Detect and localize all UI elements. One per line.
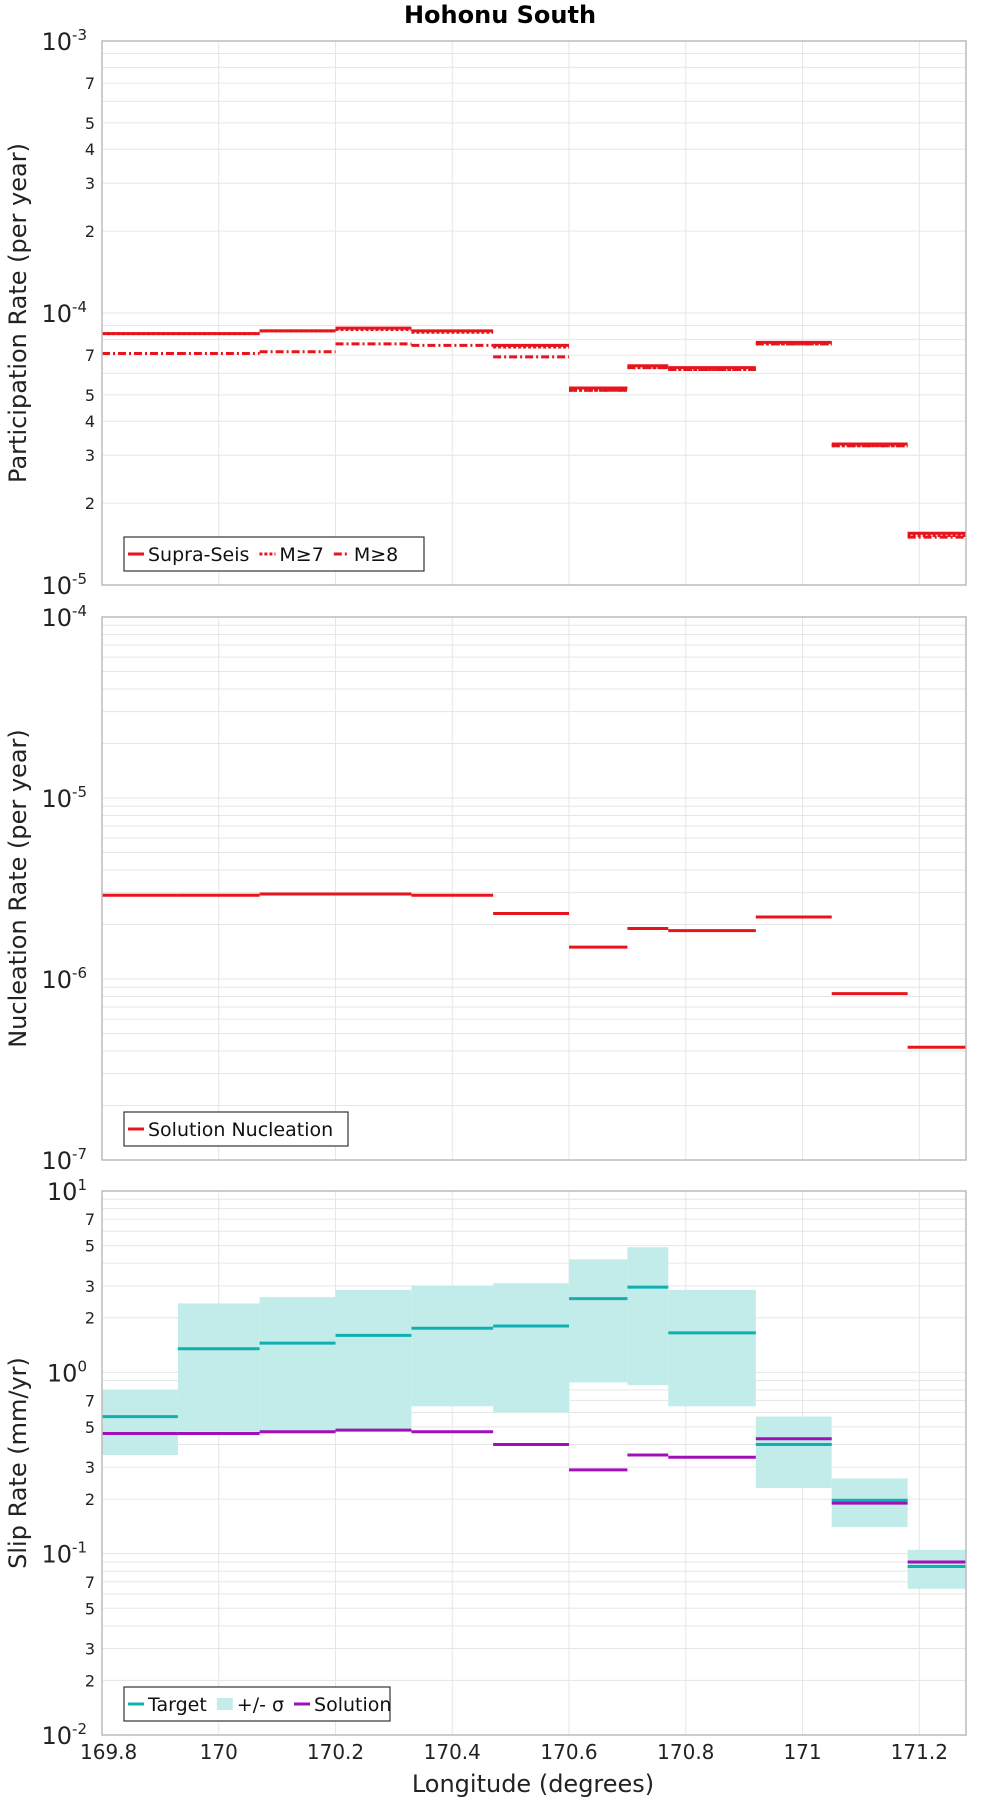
legend: Solution Nucleation xyxy=(123,1111,349,1147)
plot-frame xyxy=(101,40,967,586)
chart-title: Hohonu South xyxy=(404,1,596,29)
y-minor-tick-label: 4 xyxy=(85,412,95,431)
x-tick-label: 170.2 xyxy=(307,1740,364,1764)
y-major-tick-label: 10-2 xyxy=(41,1720,87,1750)
legend-box xyxy=(123,1686,391,1722)
legend-label: Solution Nucleation xyxy=(148,1119,333,1141)
y-major-tick-label: 10-5 xyxy=(41,570,87,600)
legend-label: Supra-Seis xyxy=(148,544,249,566)
band-segment xyxy=(335,1289,412,1431)
x-axis-label: Longitude (degrees) xyxy=(412,1770,654,1798)
x-tick-label: 171 xyxy=(783,1740,821,1764)
x-tick-label: 170 xyxy=(200,1740,238,1764)
y-major-tick-label: 10-4 xyxy=(41,298,87,328)
y-major-tick-label: 100 xyxy=(47,1357,87,1387)
legend-label: M≥8 xyxy=(354,544,398,566)
y-minor-tick-label: 7 xyxy=(85,1210,95,1229)
y-minor-tick-label: 2 xyxy=(85,1309,95,1328)
y-major-tick-label: 10-1 xyxy=(41,1539,87,1569)
y-major-tick-label: 10-7 xyxy=(41,1145,87,1175)
y-minor-tick-label: 7 xyxy=(85,74,95,93)
y-minor-tick-label: 3 xyxy=(85,1639,95,1658)
y-major-tick-label: 10-3 xyxy=(41,26,87,56)
panel-1: 10-5 10-4 10-3 2 3 4 5 7 2 3 4 5 7 Participation Rate… xyxy=(4,26,967,600)
y-major-tick-label: 10-6 xyxy=(41,964,87,994)
y-minor-tick-label: 7 xyxy=(85,1391,95,1410)
y-major-tick-label: 101 xyxy=(47,1176,87,1206)
y-axis-label: Participation Rate (per year) xyxy=(4,143,32,483)
band-segment xyxy=(493,1283,570,1413)
legend-label: Solution xyxy=(314,1694,391,1716)
y-minor-tick-label: 2 xyxy=(85,1490,95,1509)
y-major-tick-label: 10-5 xyxy=(41,783,87,813)
y-minor-tick-label: 2 xyxy=(85,494,95,513)
band-segment xyxy=(411,1285,494,1407)
legend-swatch xyxy=(216,1698,233,1710)
band-segment xyxy=(627,1247,669,1386)
band-segment xyxy=(755,1416,832,1489)
legend-label: M≥7 xyxy=(279,544,323,566)
legend: Supra-Seis M≥7 M≥8 xyxy=(123,536,425,572)
y-minor-tick-label: 3 xyxy=(85,174,95,193)
plot-area xyxy=(102,1191,966,1735)
y-minor-tick-label: 2 xyxy=(85,1671,95,1690)
panel-3: 10-2 10-1 100 101 2 3 5 7 2 3 5 7 2 3 5 7 Slip Rate (mm/… xyxy=(4,1176,967,1750)
y-minor-tick-label: 5 xyxy=(85,114,95,133)
y-minor-tick-label: 3 xyxy=(85,1458,95,1477)
legend-label: +/- σ xyxy=(237,1694,284,1716)
y-minor-tick-label: 3 xyxy=(85,446,95,465)
legend-box xyxy=(123,536,425,572)
band-segment xyxy=(907,1549,966,1589)
y-minor-tick-label: 5 xyxy=(85,1599,95,1618)
y-minor-tick-label: 5 xyxy=(85,1418,95,1437)
band-segment xyxy=(569,1259,628,1383)
y-axis-label: Slip Rate (mm/yr) xyxy=(4,1357,32,1569)
x-tick-label: 169.8 xyxy=(80,1740,137,1764)
x-tick-label: 170.4 xyxy=(424,1740,481,1764)
y-minor-tick-label: 3 xyxy=(85,1277,95,1296)
y-axis-label: Nucleation Rate (per year) xyxy=(4,729,32,1048)
x-tick-label: 170.8 xyxy=(657,1740,714,1764)
plot-area xyxy=(102,617,966,1160)
legend-box xyxy=(123,1111,349,1147)
panel-2: 10-7 10-6 10-5 10-4 Nucleation Rate (per yea… xyxy=(4,602,967,1175)
band-segment xyxy=(668,1289,756,1407)
y-minor-tick-label: 4 xyxy=(85,140,95,159)
plot-frame xyxy=(101,616,967,1161)
band-segment xyxy=(259,1297,336,1434)
band-segment xyxy=(102,1389,178,1456)
y-minor-tick-label: 7 xyxy=(85,1573,95,1592)
x-tick-label: 171.2 xyxy=(891,1740,948,1764)
y-minor-tick-label: 7 xyxy=(85,346,95,365)
band-segment xyxy=(177,1303,260,1432)
plot-frame xyxy=(101,1190,967,1736)
y-minor-tick-label: 5 xyxy=(85,1237,95,1256)
y-minor-tick-label: 2 xyxy=(85,222,95,241)
x-tick-label: 170.6 xyxy=(540,1740,597,1764)
y-major-tick-label: 10-4 xyxy=(41,602,87,632)
y-minor-tick-label: 5 xyxy=(85,386,95,405)
legend: Target +/- σ Solution xyxy=(123,1686,391,1722)
legend-label: Target xyxy=(147,1694,207,1716)
